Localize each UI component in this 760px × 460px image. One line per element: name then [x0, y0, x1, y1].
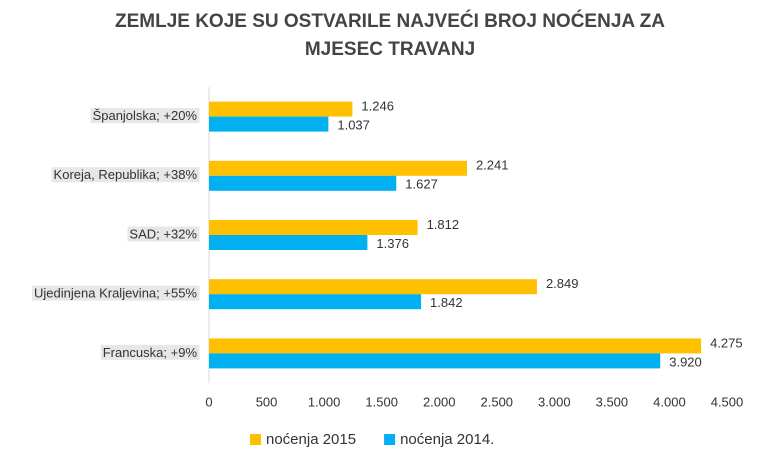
x-tick-label: 4.000: [653, 394, 686, 409]
category-label-bg: [90, 108, 200, 124]
x-tick-label: 4.500: [711, 394, 744, 409]
category-label-bg: [32, 285, 200, 301]
x-tick-label: 2.500: [481, 394, 514, 409]
bar: [209, 353, 661, 369]
x-tick-label: 1.500: [365, 394, 398, 409]
chart-title: MJESEC TRAVANJ: [305, 39, 475, 60]
bar: [209, 279, 537, 295]
category-label-bg: [100, 344, 200, 360]
bar: [209, 235, 368, 250]
value-label: 1.037: [337, 118, 370, 133]
value-label: 2.849: [546, 276, 579, 291]
bar: [209, 116, 329, 132]
bar: [209, 294, 422, 310]
x-tick-label: 2.000: [423, 394, 456, 409]
legend-swatch: [384, 434, 396, 445]
bar: [209, 175, 397, 191]
value-label: 2.241: [476, 158, 509, 173]
x-tick-label: 500: [256, 394, 278, 409]
value-label: 4.275: [710, 335, 743, 350]
value-label: 1.376: [376, 236, 409, 251]
value-label: 3.920: [669, 354, 702, 369]
y-tick-label: Ujedinjena Kraljevina; +55%: [34, 286, 197, 301]
value-label: 1.627: [405, 177, 438, 192]
y-tick-label: SAD; +32%: [129, 226, 197, 241]
bar: [209, 220, 418, 235]
bar: [209, 101, 353, 117]
x-tick-label: 1.000: [308, 394, 341, 409]
y-tick-label: Francuska; +9%: [103, 345, 198, 360]
legend-label: noćenja 2014.: [400, 431, 494, 448]
category-label-bg: [127, 226, 200, 242]
y-tick-label: Španjolska; +20%: [93, 108, 198, 123]
value-label: 1.246: [361, 99, 394, 114]
x-tick-label: 3.500: [596, 394, 629, 409]
x-tick-label: 0: [205, 394, 212, 409]
chart-title: ZEMLJE KOJE SU OSTVARILE NAJVEĆI BROJ NO…: [115, 10, 665, 32]
legend-swatch: [250, 434, 261, 445]
value-label: 1.812: [427, 217, 460, 232]
bar: [209, 338, 702, 354]
legend-label: noćenja 2015: [266, 431, 356, 448]
bar: [209, 160, 467, 176]
x-tick-label: 3.000: [538, 394, 571, 409]
category-label-bg: [51, 167, 200, 183]
value-label: 1.842: [430, 295, 463, 310]
y-tick-label: Koreja, Republika; +38%: [54, 167, 198, 182]
